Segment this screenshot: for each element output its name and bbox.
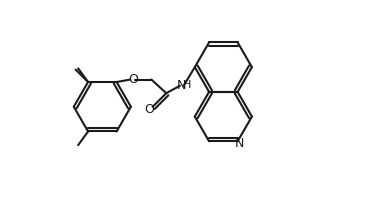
Text: N: N [235,137,244,150]
Text: O: O [128,73,138,85]
Text: N: N [177,79,186,92]
Text: O: O [145,103,155,116]
Text: H: H [183,80,191,89]
